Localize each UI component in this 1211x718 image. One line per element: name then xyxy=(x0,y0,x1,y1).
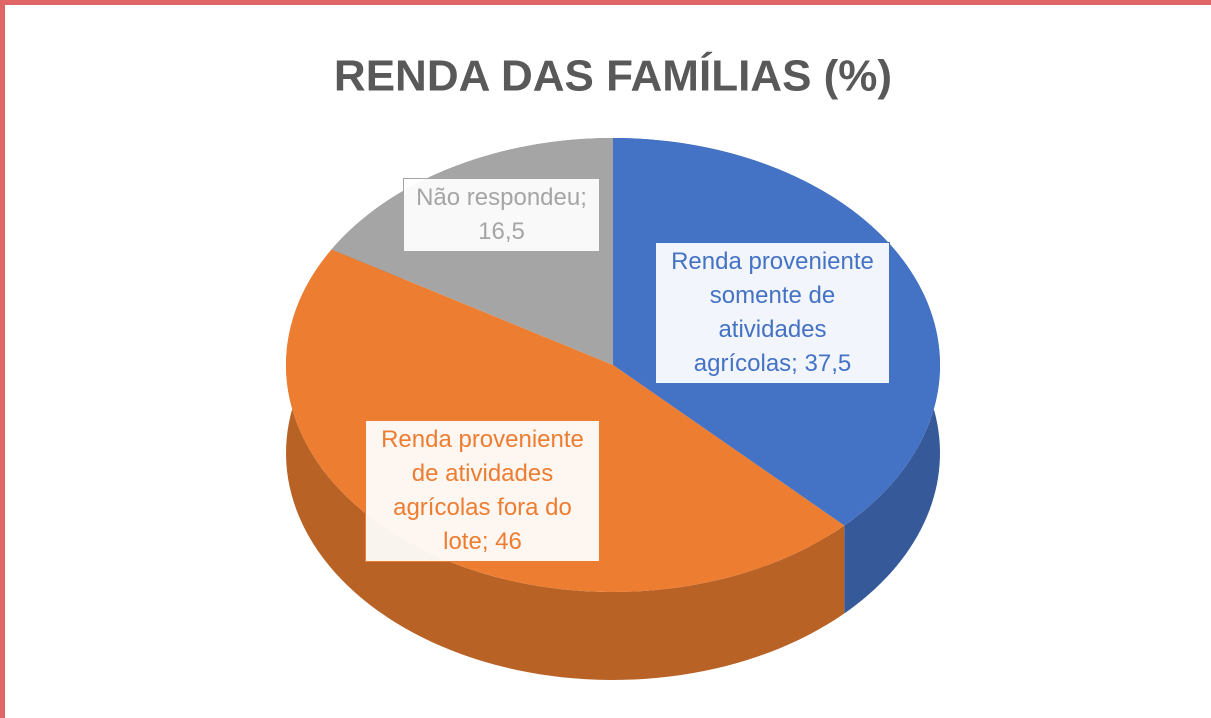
chart-title: RENDA DAS FAMÍLIAS (%) xyxy=(334,51,892,101)
pie-slice-side xyxy=(286,249,845,680)
data-label: Renda proveniente somente de atividades … xyxy=(655,242,890,384)
data-label: Renda proveniente de atividades agrícola… xyxy=(365,420,600,562)
chart: RENDA DAS FAMÍLIAS (%) xyxy=(285,51,940,680)
data-label: Não respondeu; 16,5 xyxy=(403,178,600,252)
